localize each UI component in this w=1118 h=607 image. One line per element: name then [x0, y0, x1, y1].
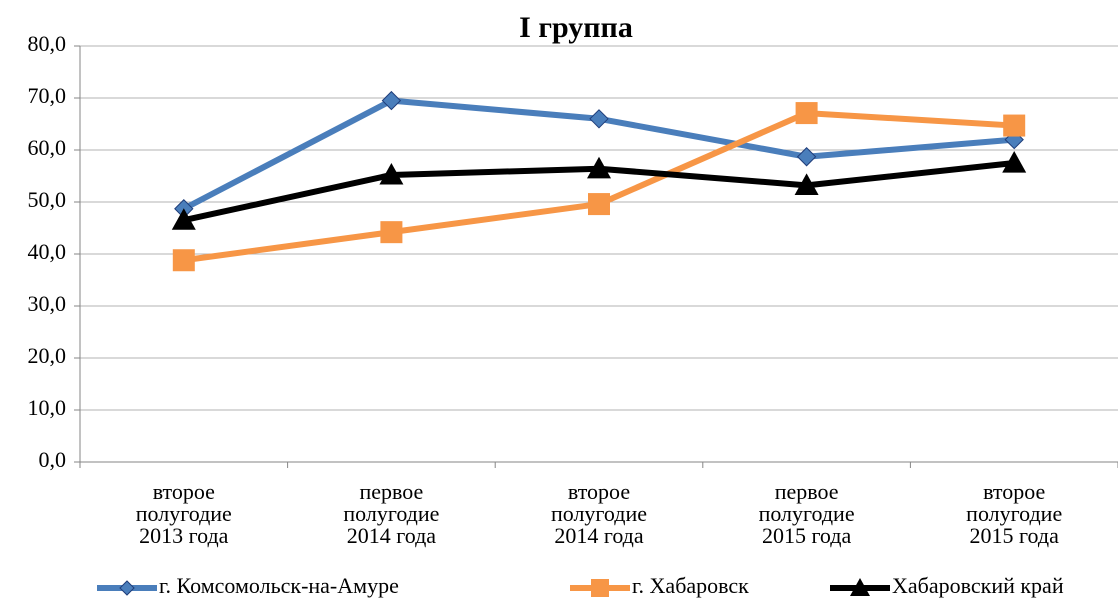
marker	[381, 90, 402, 111]
marker	[380, 221, 403, 244]
x-tick-label: первое полугодие 2014 года	[343, 479, 439, 548]
legend-label: г. Комсомольск-на-Амуре	[159, 573, 399, 598]
marker	[794, 173, 819, 195]
y-tick-label: 40,0	[28, 239, 67, 264]
y-tick-label: 50,0	[28, 187, 67, 212]
marker	[1002, 151, 1027, 173]
marker	[172, 249, 195, 272]
y-tick-label: 10,0	[28, 395, 67, 420]
y-tick-label: 60,0	[28, 135, 67, 160]
x-tick-label: второе полугодие 2014 года	[551, 479, 647, 548]
marker	[591, 579, 609, 597]
chart-title: I группа	[519, 11, 633, 44]
y-tick-label: 30,0	[28, 291, 67, 316]
y-tick-label: 20,0	[28, 343, 67, 368]
y-tick-label: 80,0	[28, 31, 67, 56]
x-tick-label: второе полугодие 2013 года	[136, 479, 232, 548]
marker	[795, 102, 818, 125]
marker	[796, 147, 817, 167]
legend-label: Хабаровский край	[892, 573, 1064, 598]
marker	[171, 208, 196, 230]
series-line	[183, 110, 1015, 264]
marker	[1003, 114, 1026, 137]
x-tick-label: первое полугодие 2015 года	[759, 479, 855, 548]
marker	[119, 580, 135, 596]
y-tick-label: 0,0	[39, 447, 67, 472]
y-tick-label: 70,0	[28, 83, 67, 108]
marker	[379, 162, 404, 185]
marker	[588, 193, 610, 216]
marker	[589, 109, 609, 129]
legend-label: г. Хабаровск	[632, 573, 749, 598]
x-tick-label: второе полугодие 2015 года	[966, 479, 1062, 548]
marker	[587, 156, 611, 179]
marker	[850, 578, 870, 596]
